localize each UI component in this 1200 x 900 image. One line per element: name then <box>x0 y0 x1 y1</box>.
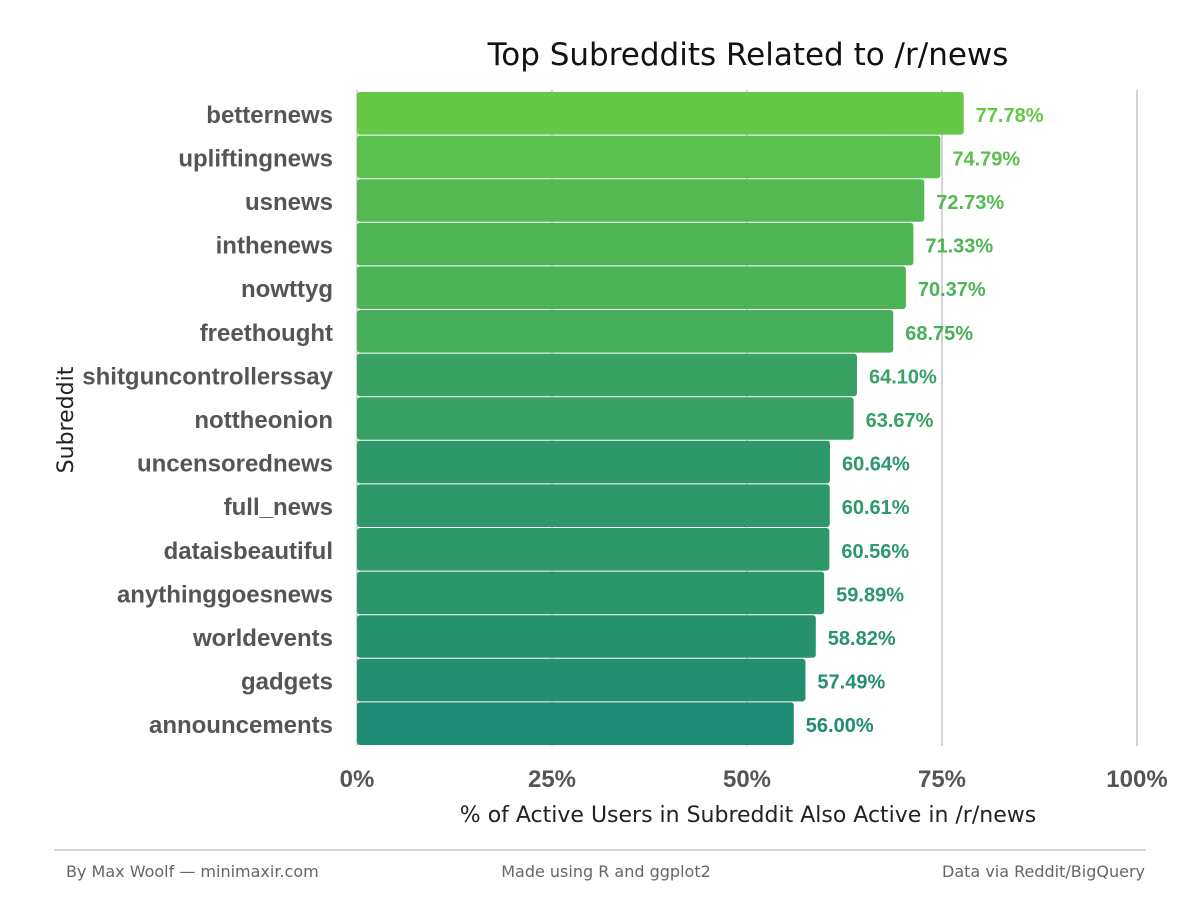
bar-inthenews <box>357 222 914 266</box>
bar-shitguncontrollerssay <box>357 353 857 397</box>
category-label: nottheonion <box>194 407 333 434</box>
bar-announcements <box>357 702 794 745</box>
data-label: 70.37% <box>918 279 986 301</box>
category-label: uncensorednews <box>137 451 333 478</box>
data-label: 72.73% <box>936 192 1004 214</box>
bar-dataisbeautiful <box>357 528 830 571</box>
bar-nowttyg <box>357 266 906 309</box>
footer-source: Data via Reddit/BigQuery <box>942 862 1145 881</box>
data-label: 57.49% <box>817 672 885 694</box>
footer-tools: Made using R and ggplot2 <box>501 862 711 881</box>
x-tick-label: 50% <box>723 766 771 793</box>
data-label: 64.10% <box>869 366 937 388</box>
category-label: nowttyg <box>241 276 333 303</box>
data-label: 56.00% <box>806 715 874 737</box>
bars <box>357 92 964 745</box>
data-label: 77.78% <box>976 105 1044 127</box>
category-label: usnews <box>245 189 333 216</box>
category-label: dataisbeautiful <box>164 538 333 565</box>
data-label: 58.82% <box>828 628 896 650</box>
bar-anythinggoesnews <box>357 571 825 615</box>
category-label: announcements <box>149 712 333 739</box>
x-axis-title: % of Active Users in Subreddit Also Acti… <box>460 803 1036 828</box>
category-label: betternews <box>206 102 333 129</box>
category-label: worldevents <box>192 625 333 652</box>
x-tick-label: 100% <box>1106 766 1167 793</box>
category-label: anythinggoesnews <box>117 581 333 608</box>
category-label: full_news <box>224 494 333 521</box>
data-label: 60.61% <box>842 497 910 519</box>
category-label: upliftingnews <box>178 145 333 172</box>
data-label: 74.79% <box>952 148 1020 170</box>
category-label: gadgets <box>241 669 333 696</box>
category-label: freethought <box>200 320 333 347</box>
bar-nottheonion <box>357 397 854 440</box>
data-label: 60.64% <box>842 454 910 476</box>
bar-freethought <box>357 310 894 353</box>
x-tick-labels: 0% 25% 50% 75% 100% <box>340 766 1168 793</box>
data-label: 68.75% <box>905 323 973 345</box>
bar-gadgets <box>357 658 806 702</box>
data-labels: 77.78% 74.79% 72.73% 71.33% 70.37% 68.75% 64.1… <box>806 105 1044 737</box>
bar-worldevents <box>357 615 816 658</box>
bar-uncensorednews <box>357 440 830 484</box>
category-labels: betternews upliftingnews usnews inthenews no… <box>82 102 333 739</box>
data-label: 63.67% <box>866 410 934 432</box>
x-tick-label: 0% <box>340 766 375 793</box>
data-label: 60.56% <box>841 541 909 563</box>
x-tick-label: 75% <box>918 766 966 793</box>
data-label: 71.33% <box>925 236 993 258</box>
bar-full_news <box>357 484 830 527</box>
bar-upliftingnews <box>357 135 941 179</box>
chart-title: Top Subreddits Related to /r/news <box>487 37 1009 73</box>
bar-betternews <box>357 92 964 135</box>
category-label: inthenews <box>216 233 333 260</box>
y-axis-title: Subreddit <box>54 366 79 473</box>
category-label: shitguncontrollerssay <box>82 363 333 390</box>
data-label: 59.89% <box>836 584 904 606</box>
bar-usnews <box>357 179 925 222</box>
footer-credit: By Max Woolf — minimaxir.com <box>66 862 319 881</box>
x-tick-label: 25% <box>528 766 576 793</box>
